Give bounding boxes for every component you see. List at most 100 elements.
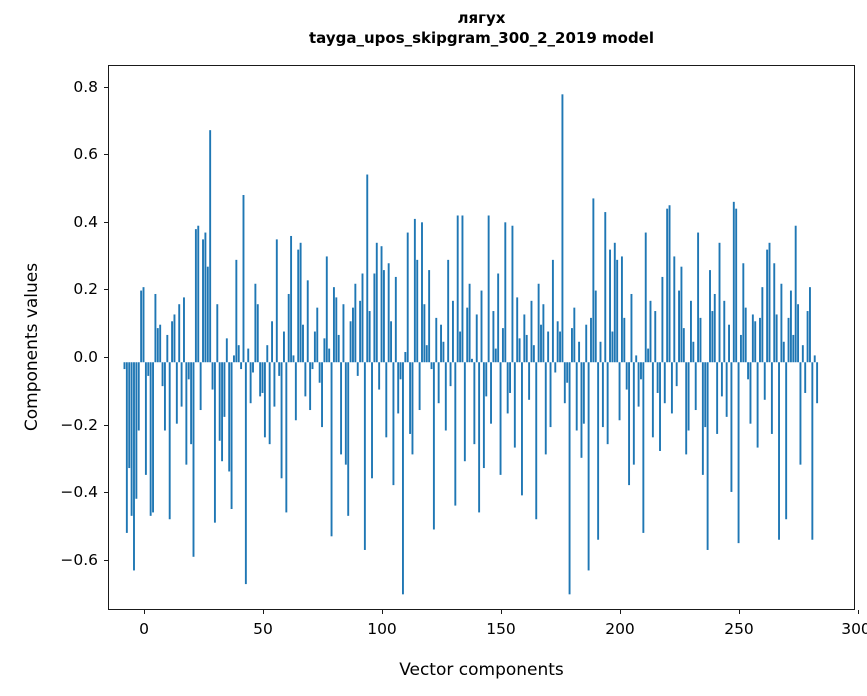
bar	[399, 362, 402, 380]
bar	[578, 341, 581, 363]
ytick-mark-5	[104, 425, 108, 427]
bar	[647, 348, 650, 363]
bar	[285, 362, 288, 513]
ytick-mark-1	[104, 154, 108, 156]
bar	[540, 324, 542, 363]
bar	[735, 208, 738, 363]
bar	[140, 290, 143, 363]
chart-title: лягух tayga_upos_skipgram_300_2_2019 mod…	[108, 8, 855, 48]
bar	[778, 362, 780, 540]
bar	[811, 362, 814, 540]
bar	[644, 232, 647, 363]
bar	[152, 362, 154, 513]
bar	[742, 263, 745, 363]
bar	[699, 317, 702, 363]
bar	[756, 362, 759, 448]
bar	[180, 362, 183, 407]
bar	[392, 362, 395, 486]
bar	[728, 324, 730, 363]
bar	[785, 362, 788, 520]
bar	[530, 300, 533, 363]
bar	[187, 362, 190, 380]
bar	[701, 362, 704, 475]
bar	[247, 348, 250, 363]
bar	[268, 362, 271, 445]
bar	[197, 225, 200, 363]
bar	[233, 355, 235, 363]
bar	[435, 317, 438, 363]
bar	[563, 362, 566, 404]
xtick-mark-2	[382, 610, 384, 614]
bar	[694, 362, 697, 411]
bar	[690, 300, 692, 363]
bar	[494, 348, 497, 363]
plot-area[interactable]	[108, 65, 855, 610]
bar	[249, 362, 252, 404]
bar	[749, 362, 752, 424]
bar	[723, 300, 726, 363]
bar	[628, 362, 631, 486]
bar	[135, 362, 138, 499]
bar	[792, 334, 795, 363]
bar	[275, 239, 278, 363]
bar	[697, 232, 700, 363]
ytick-label-0: 0.8	[73, 78, 98, 96]
bar	[332, 287, 335, 363]
bar	[371, 362, 373, 479]
bar	[594, 290, 597, 363]
bar	[490, 362, 492, 424]
bar	[149, 362, 152, 516]
y-axis-label: Components values	[22, 262, 42, 432]
bar	[482, 362, 485, 469]
ytick-mark-7	[104, 560, 108, 562]
bar	[561, 94, 564, 363]
bar	[449, 362, 452, 387]
bar	[751, 314, 754, 363]
bar	[499, 362, 502, 475]
bar	[128, 362, 131, 469]
bar	[444, 362, 447, 431]
bar	[382, 270, 385, 363]
bar	[682, 328, 685, 363]
bar	[587, 362, 590, 571]
bar	[185, 362, 188, 465]
bar	[794, 225, 797, 363]
bar	[416, 259, 419, 363]
xtick-mark-6	[858, 610, 860, 614]
bar	[192, 362, 195, 557]
bar	[670, 362, 673, 414]
bar	[423, 304, 426, 363]
bar	[580, 362, 583, 458]
bar	[328, 348, 331, 363]
bar	[620, 256, 623, 363]
bar	[325, 256, 328, 363]
bar	[366, 174, 369, 363]
bar	[263, 362, 266, 438]
ytick-label-2: 0.4	[73, 213, 98, 231]
bar	[649, 300, 652, 363]
bar	[806, 311, 809, 363]
bar	[404, 352, 407, 363]
ytick-label-3: 0.2	[73, 280, 98, 298]
bar	[144, 362, 147, 475]
bar	[454, 362, 457, 506]
bar	[154, 293, 157, 363]
bar	[394, 276, 397, 363]
bar	[668, 205, 671, 363]
bar	[368, 311, 371, 363]
ytick-label-6: −0.4	[60, 483, 98, 501]
bar	[554, 362, 557, 373]
bar	[304, 362, 307, 397]
bar	[442, 341, 445, 363]
bar	[506, 362, 509, 414]
bar	[787, 317, 790, 363]
bar	[497, 273, 500, 363]
bar	[468, 283, 471, 363]
ytick-label-4: 0.0	[73, 348, 98, 366]
bar	[273, 362, 276, 407]
bar	[237, 345, 240, 363]
bar	[290, 235, 293, 363]
bar	[730, 362, 733, 492]
bar	[518, 338, 521, 363]
